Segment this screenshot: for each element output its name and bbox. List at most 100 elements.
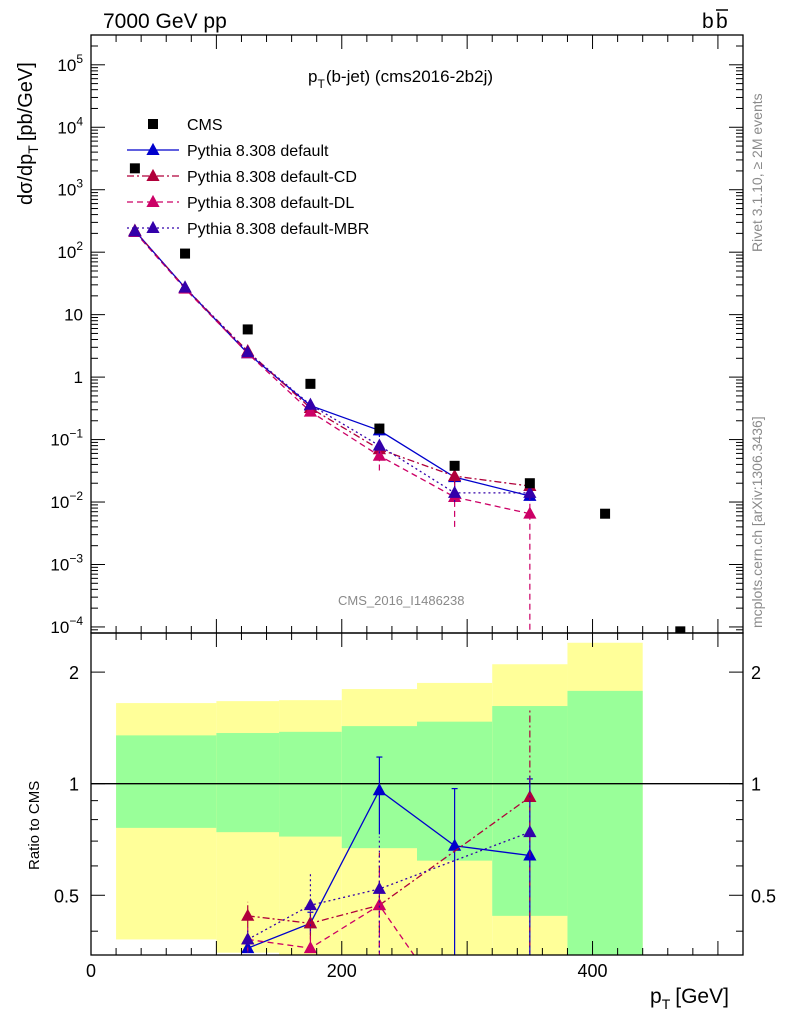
header-right-bar: b — [716, 10, 728, 33]
ratio-marker-dl-2 — [372, 898, 386, 911]
ratio-band-green-1 — [216, 733, 280, 833]
ratio-plot-area — [91, 708, 743, 955]
data-point-1 — [180, 248, 191, 259]
ratio-marker-cd-0 — [241, 908, 255, 921]
ratio-bands — [116, 642, 643, 955]
main-ylabel: dσ/dpT [pb/GeV] — [15, 62, 41, 205]
legend-marker-dl — [146, 194, 160, 207]
header-right-main: b — [702, 10, 714, 33]
ratio-ytick-label-right-0: 0.5 — [751, 886, 776, 906]
marker-mbr-4 — [372, 438, 386, 451]
ratio-marker-cd-1 — [303, 916, 318, 929]
main-ytick-label-7: 10−2 — [50, 489, 83, 512]
ratio-marker-mbr-2 — [372, 881, 386, 894]
ratio-marker-mbr-1 — [303, 898, 318, 911]
main-ytick-label-3: 102 — [57, 239, 83, 262]
main-plot-area — [128, 163, 686, 633]
ylabel-b: [pb/GeV] — [15, 62, 37, 141]
side-text-bottom: mcplots.cern.ch [arXiv:1306.3436] — [749, 416, 765, 628]
main-ytick-label-5: 1 — [74, 368, 83, 387]
legend-label-mbr: Pythia 8.308 default-MBR — [187, 221, 369, 238]
marker-mbr-1 — [178, 280, 192, 293]
marker-mbr-5 — [448, 485, 462, 498]
series-line-dl — [134, 231, 530, 515]
ratio-ytick-label-right-1: 1 — [751, 775, 761, 795]
marker-mbr-2 — [241, 345, 255, 358]
legend-entry-dl: Pythia 8.308 default-DL — [127, 194, 354, 212]
marker-mbr-3 — [303, 397, 318, 410]
legend-marker-cd — [146, 168, 160, 181]
ratio-ytick-label-left-1: 1 — [69, 775, 79, 795]
ratio-ytick-label-right-2: 2 — [751, 663, 761, 683]
ratio-line-mbr — [247, 831, 531, 941]
ratio-marker-dl-1 — [303, 940, 318, 954]
data-point-2 — [242, 324, 253, 335]
xlabel-main: p — [650, 985, 662, 1008]
series-line-cd — [134, 230, 530, 487]
legend: CMS Pythia 8.308 default Pythia 8.308 defa… — [127, 117, 369, 238]
x-tick-label-2: 400 — [578, 961, 608, 981]
ratio-ytick-label-left-2: 2 — [69, 663, 79, 683]
ratio-line-cd — [247, 796, 531, 924]
ratio-marker-mbr-3 — [523, 825, 537, 838]
marker-cd-5 — [448, 468, 462, 482]
data-point-8 — [675, 626, 686, 633]
ratio-ytick-label-left-0: 0.5 — [54, 886, 79, 906]
title-sub: T — [317, 77, 325, 91]
xlabel-sub: T — [662, 996, 671, 1012]
data-point-4 — [374, 423, 385, 434]
header-left: 7000 GeV pp — [103, 10, 227, 33]
watermark: CMS_2016_I1486238 — [338, 593, 465, 608]
header-right: b b — [702, 9, 728, 33]
legend-marker-mbr — [146, 220, 160, 233]
ratio-ylabel: Ratio to CMS — [26, 781, 43, 870]
x-axis-label: pT [GeV] — [650, 985, 729, 1012]
legend-entry-data: CMS — [148, 117, 223, 134]
legend-marker-square — [148, 119, 158, 129]
legend-marker-default — [146, 142, 160, 155]
legend-label-cd: Pythia 8.308 default-CD — [187, 169, 357, 186]
x-tick-label-1: 200 — [327, 961, 357, 981]
data-point-6 — [524, 478, 535, 489]
data-point-0 — [129, 163, 140, 174]
ratio-marker-mbr-0 — [241, 932, 255, 945]
ratio-band-green-0 — [116, 735, 217, 828]
data-point-7 — [600, 508, 611, 519]
ratio-band-green-6 — [567, 690, 643, 955]
series-line-default — [134, 230, 531, 497]
main-ytick-label-9: 10−4 — [50, 614, 83, 637]
ratio-line-dl — [247, 904, 415, 955]
legend-label-dl: Pythia 8.308 default-DL — [187, 195, 354, 212]
legend-entry-cd: Pythia 8.308 default-CD — [127, 168, 357, 186]
legend-entry-mbr: Pythia 8.308 default-MBR — [127, 220, 369, 238]
series-line-mbr — [134, 230, 530, 494]
xlabel-unit: [GeV] — [675, 985, 729, 1008]
data-point-3 — [305, 378, 316, 389]
plot-title: pT(b-jet) (cms2016-2b2j) — [308, 67, 493, 91]
main-ytick-label-0: 105 — [57, 52, 83, 75]
main-ytick-label-1: 104 — [57, 114, 83, 137]
ylabel-a: dσ/dp — [15, 154, 37, 205]
main-ytick-label-4: 10 — [64, 306, 83, 325]
title-main: p — [308, 67, 317, 86]
x-tick-label-0: 0 — [86, 961, 96, 981]
marker-mbr-6 — [523, 485, 537, 498]
title-rest: (b-jet) (cms2016-2b2j) — [326, 67, 493, 86]
ratio-marker-default-3 — [448, 838, 462, 851]
marker-dl-3 — [303, 404, 318, 417]
side-text-top: Rivet 3.1.10, ≥ 2M events — [749, 93, 765, 252]
main-ytick-label-2: 103 — [57, 177, 83, 200]
marker-dl-4 — [372, 448, 386, 461]
main-ytick-label-8: 10−3 — [50, 551, 83, 574]
data-point-5 — [449, 460, 460, 471]
main-ytick-label-6: 10−1 — [50, 427, 83, 450]
marker-dl-6 — [523, 506, 537, 519]
legend-label-default: Pythia 8.308 default — [187, 143, 329, 160]
marker-mbr-0 — [128, 224, 142, 237]
ratio-marker-default-2 — [372, 783, 386, 796]
legend-label-data: CMS — [187, 117, 223, 134]
legend-entry-default: Pythia 8.308 default — [127, 142, 329, 160]
ylabel-sub: T — [25, 145, 41, 154]
